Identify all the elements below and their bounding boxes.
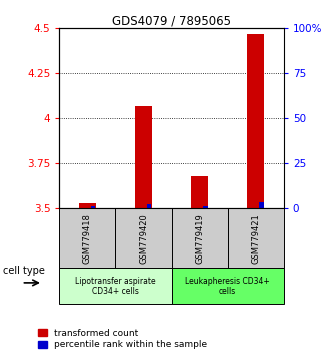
Text: Leukapheresis CD34+
cells: Leukapheresis CD34+ cells [185, 277, 270, 296]
Bar [247, 34, 264, 209]
Bar [172, 268, 284, 304]
Bar [91, 206, 95, 209]
Title: GDS4079 / 7895065: GDS4079 / 7895065 [112, 14, 231, 27]
Text: GSM779418: GSM779418 [83, 213, 92, 264]
Legend: transformed count, percentile rank within the sample: transformed count, percentile rank withi… [38, 329, 207, 349]
Bar [172, 209, 228, 268]
Bar [79, 203, 96, 209]
Bar [191, 176, 208, 209]
Text: GSM779421: GSM779421 [251, 213, 260, 264]
Text: GSM779420: GSM779420 [139, 213, 148, 264]
Bar [59, 268, 172, 304]
Bar [203, 206, 208, 209]
Bar [259, 202, 264, 209]
Text: Lipotransfer aspirate
CD34+ cells: Lipotransfer aspirate CD34+ cells [75, 277, 156, 296]
Bar [135, 106, 152, 209]
Bar [228, 209, 284, 268]
Bar [115, 209, 172, 268]
Text: GSM779419: GSM779419 [195, 213, 204, 264]
Bar [59, 209, 116, 268]
Text: cell type: cell type [3, 266, 45, 275]
Bar [147, 204, 151, 209]
